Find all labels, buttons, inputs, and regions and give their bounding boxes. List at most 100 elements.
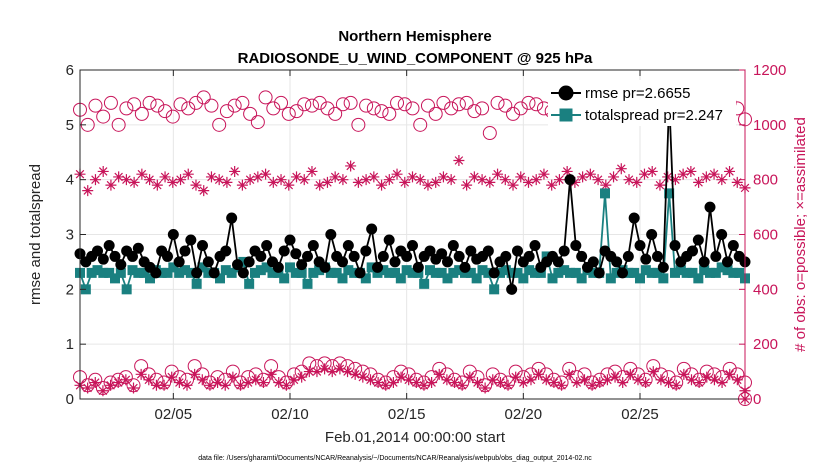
obs-marker — [376, 179, 388, 191]
obs-marker — [538, 168, 550, 180]
y-right-tick-label: 200 — [753, 336, 778, 353]
obs-marker — [395, 371, 407, 383]
obs-marker — [306, 165, 318, 177]
obs-marker — [502, 379, 514, 391]
obs-marker — [204, 379, 216, 391]
rmse-point — [722, 256, 733, 268]
obs-marker — [182, 168, 194, 180]
rmse-point — [191, 267, 203, 279]
obs-marker — [414, 174, 426, 186]
obs-marker — [165, 109, 180, 124]
totalspread-point — [261, 262, 272, 273]
obs-marker — [151, 179, 163, 191]
rmse-point — [447, 239, 459, 251]
obs-marker — [273, 377, 285, 389]
y-tick-label: 2 — [66, 281, 74, 298]
obs-marker — [468, 171, 480, 183]
chart-title-line-2: RADIOSONDE_U_WIND_COMPONENT @ 925 hPa — [238, 50, 593, 67]
obs-marker — [274, 95, 289, 110]
rmse-point — [296, 259, 308, 271]
obs-marker — [368, 171, 380, 183]
obs-marker — [257, 377, 269, 389]
obs-marker — [437, 171, 449, 183]
totalspread-point — [337, 273, 348, 284]
obs-marker — [326, 366, 338, 378]
totalspread-point — [331, 267, 342, 278]
x-tick-label: 02/10 — [271, 406, 309, 423]
rmse-point — [587, 256, 599, 268]
obs-marker — [236, 179, 248, 191]
rmse-point — [167, 229, 179, 240]
obs-marker — [158, 379, 170, 391]
obs-marker — [167, 176, 179, 188]
obs-marker — [304, 98, 319, 113]
obs-marker — [275, 174, 287, 186]
obs-marker — [173, 97, 188, 112]
obs-marker — [548, 377, 560, 389]
obs-marker — [235, 95, 250, 110]
obs-marker — [428, 106, 443, 121]
obs-marker — [724, 368, 736, 380]
obs-marker — [296, 371, 308, 383]
totalspread-point — [687, 267, 698, 278]
rmse-point — [523, 250, 535, 262]
obs-marker — [410, 377, 422, 389]
y-tick-label: 5 — [66, 117, 74, 134]
totalspread-point — [489, 284, 500, 295]
legend-marker — [558, 85, 574, 101]
totalspread-point — [395, 273, 406, 284]
obs-marker — [399, 176, 411, 188]
totalspread-point — [145, 273, 155, 284]
obs-marker — [281, 106, 296, 121]
obs-marker — [144, 174, 156, 186]
obs-marker — [105, 179, 117, 191]
y-right-tick-label: 400 — [753, 281, 778, 298]
obs-marker — [359, 98, 374, 113]
obs-marker — [640, 377, 652, 389]
x-tick-label: 02/20 — [505, 406, 543, 423]
obs-marker — [459, 95, 474, 110]
obs-marker — [335, 97, 350, 112]
obs-marker — [592, 174, 604, 186]
obs-marker — [407, 171, 418, 183]
obs-marker — [510, 371, 522, 383]
obs-marker — [166, 371, 178, 383]
obs-marker — [82, 382, 94, 394]
rmse-point — [255, 250, 267, 262]
obs-marker — [578, 374, 590, 386]
obs-marker — [506, 106, 521, 121]
rmse-point — [488, 267, 500, 279]
obs-marker — [669, 174, 681, 186]
y-right-tick-label: 600 — [753, 227, 778, 244]
obs-marker — [383, 174, 395, 186]
obs-marker — [119, 101, 134, 116]
obs-marker — [352, 176, 364, 188]
obs-marker — [120, 374, 132, 386]
obs-marker — [507, 179, 519, 191]
obs-marker — [143, 374, 155, 386]
obs-marker — [258, 90, 273, 105]
obs-marker — [380, 379, 392, 391]
obs-marker — [227, 98, 242, 113]
obs-marker — [196, 90, 211, 105]
rmse-point — [319, 261, 331, 273]
totalspread-point — [104, 267, 115, 278]
obs-marker — [227, 371, 239, 383]
rmse-point — [243, 256, 255, 268]
obs-marker — [521, 95, 536, 110]
totalspread-point — [215, 273, 225, 284]
totalspread-point — [168, 262, 179, 273]
obs-marker — [731, 176, 743, 188]
obs-marker — [321, 176, 333, 188]
rmse-point — [401, 250, 413, 262]
obs-marker — [571, 377, 583, 389]
rmse-point — [576, 250, 588, 262]
rmse-point — [646, 229, 658, 240]
obs-marker — [88, 98, 103, 113]
obs-marker — [120, 174, 132, 186]
rmse-point — [97, 253, 109, 265]
rmse-point — [272, 261, 284, 273]
y-right-tick-label: 800 — [753, 172, 778, 189]
obs-marker — [111, 117, 126, 132]
rmse-point — [407, 239, 418, 251]
